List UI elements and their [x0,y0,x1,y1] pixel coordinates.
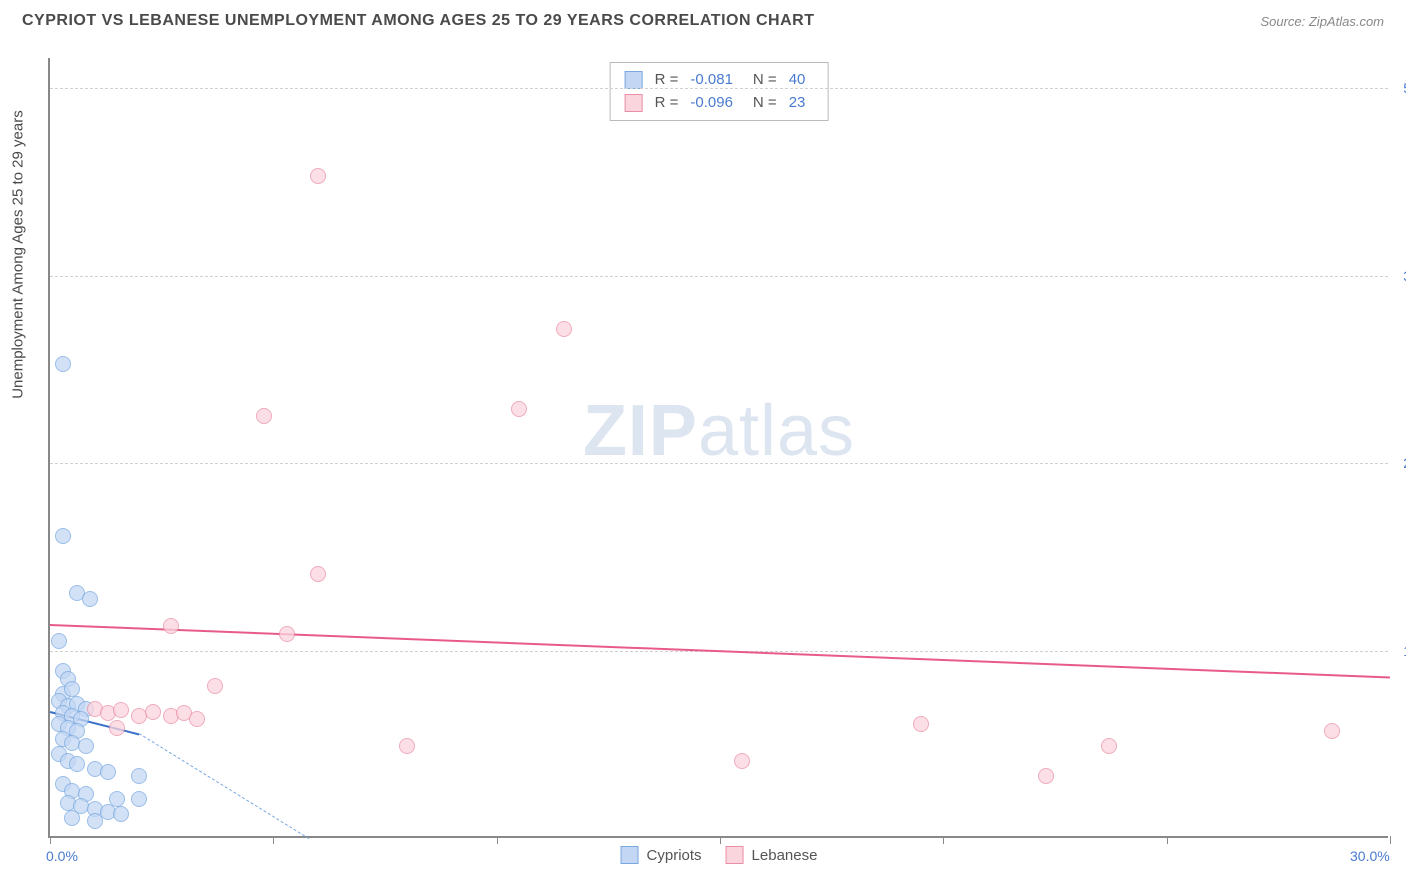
data-point [113,702,129,718]
data-point [87,813,103,829]
data-point [131,768,147,784]
legend-swatch [726,846,744,864]
data-point [145,704,161,720]
n-value: 23 [789,92,806,115]
data-point [109,720,125,736]
data-point [55,356,71,372]
x-tick [50,836,51,844]
data-point [511,401,527,417]
scatter-plot: ZIPatlas R =-0.081N =40R =-0.096N =23 Cy… [48,58,1388,838]
x-tick [497,836,498,844]
data-point [189,711,205,727]
legend-label: Lebanese [752,847,818,864]
x-tick [273,836,274,844]
x-tick [1167,836,1168,844]
chart-title: CYPRIOT VS LEBANESE UNEMPLOYMENT AMONG A… [22,12,814,30]
x-tick [943,836,944,844]
data-point [207,678,223,694]
data-point [131,791,147,807]
data-point [913,716,929,732]
n-label: N = [753,92,777,115]
data-point [113,806,129,822]
y-axis-label: Unemployment Among Ages 25 to 29 years [10,110,27,399]
legend-swatch [625,94,643,112]
x-tick [720,836,721,844]
legend-swatch [621,846,639,864]
data-point [64,681,80,697]
trend-line-dash [139,733,309,839]
legend-swatch [625,71,643,89]
data-point [51,633,67,649]
data-point [100,764,116,780]
grid-line [50,276,1388,277]
x-tick-label: 30.0% [1350,848,1390,864]
data-point [78,738,94,754]
data-point [64,810,80,826]
data-point [1038,768,1054,784]
series-legend: Cypriots Lebanese [621,846,818,864]
x-tick-label: 0.0% [46,848,78,864]
x-tick [1390,836,1391,844]
r-label: R = [655,92,679,115]
data-point [55,528,71,544]
data-point [82,591,98,607]
data-point [556,321,572,337]
data-point [279,626,295,642]
legend-label: Cypriots [647,847,702,864]
legend-item: Cypriots [621,846,702,864]
watermark: ZIPatlas [583,390,855,472]
source-attribution: Source: ZipAtlas.com [1260,14,1384,29]
data-point [734,753,750,769]
data-point [1101,738,1117,754]
data-point [399,738,415,754]
grid-line [50,88,1388,89]
data-point [1324,723,1340,739]
data-point [310,168,326,184]
data-point [310,566,326,582]
data-point [256,408,272,424]
r-value: -0.096 [690,92,733,115]
grid-line [50,463,1388,464]
correlation-legend: R =-0.081N =40R =-0.096N =23 [610,62,829,121]
legend-row: R = -0.096 N = 23 [625,92,814,115]
data-point [69,756,85,772]
chart-area: Unemployment Among Ages 25 to 29 years Z… [48,58,1388,838]
data-point [163,618,179,634]
legend-item: Lebanese [726,846,818,864]
